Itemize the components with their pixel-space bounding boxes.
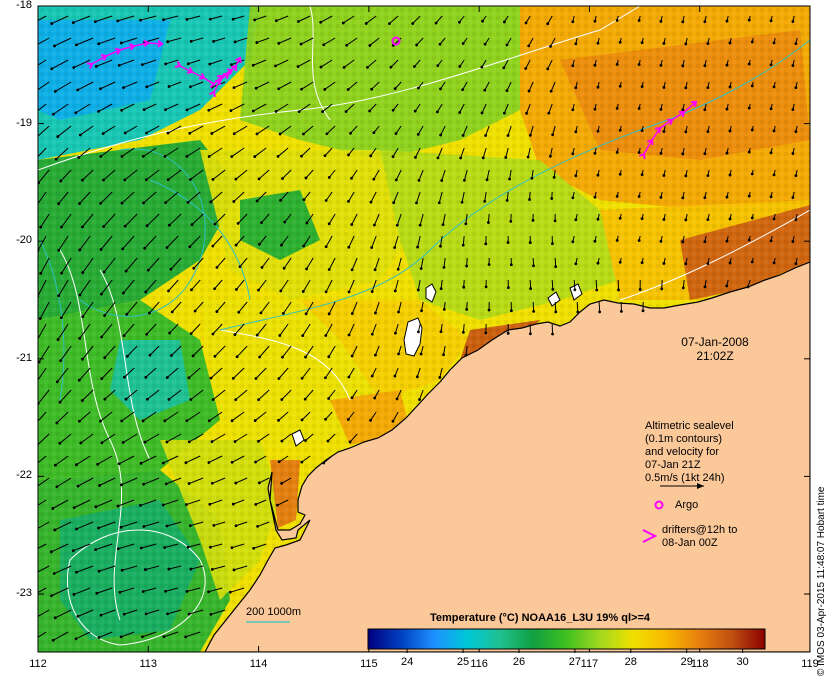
time-label: 21:02Z — [655, 350, 775, 363]
colorbar-tick-label: 27 — [560, 656, 590, 668]
isobath-legend-text: 200 1000m — [246, 606, 301, 619]
colorbar-tick-label: 28 — [616, 656, 646, 668]
colorbar-tick-label: 29 — [672, 656, 702, 668]
longitude-label: 112 — [18, 658, 58, 670]
colorbar-tick-label: 25 — [448, 656, 478, 668]
longitude-label: 114 — [239, 658, 279, 670]
colorbar-tick-label: 24 — [392, 656, 422, 668]
latitude-label: -20 — [2, 234, 32, 246]
map-plot-area — [28, 6, 810, 652]
colorbar — [368, 629, 765, 649]
colorbar-tick-label: 26 — [504, 656, 534, 668]
date-label: 07-Jan-2008 — [655, 336, 775, 349]
drifters-legend-text: drifters@12h to 08-Jan 00Z — [662, 524, 737, 550]
altimetry-legend-text: Altimetric sealevel (0.1m contours) and … — [645, 420, 734, 485]
latitude-label: -18 — [2, 0, 32, 11]
latitude-label: -19 — [2, 117, 32, 129]
argo-legend-text: Argo — [675, 499, 698, 512]
longitude-label: 113 — [128, 658, 168, 670]
latitude-label: -23 — [2, 587, 32, 599]
latitude-label: -22 — [2, 469, 32, 481]
colorbar-title: Temperature (°C) NOAA16_L3U 19% ql>=4 — [430, 612, 650, 624]
credit-text: © IMOS 03-Apr-2015 11:48:07 Hobart time — [816, 487, 827, 677]
longitude-label: 115 — [349, 658, 389, 670]
colorbar-tick-label: 30 — [728, 656, 758, 668]
latitude-label: -21 — [2, 352, 32, 364]
